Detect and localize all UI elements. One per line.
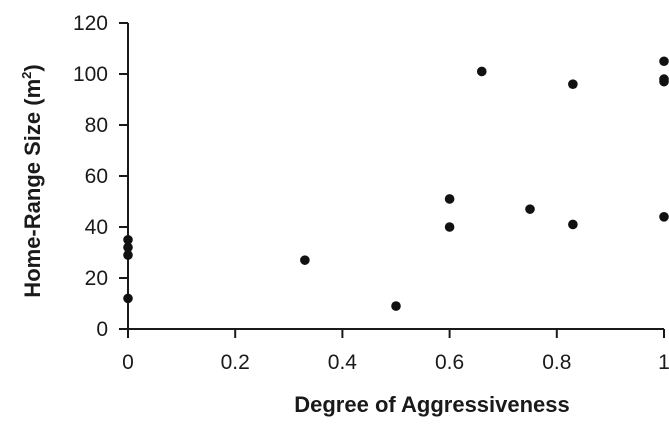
x-tick-label: 0.8 [542, 351, 571, 374]
y-axis-title-superscript: 2 [19, 72, 34, 79]
y-tick-label: 60 [85, 165, 108, 188]
x-axis-title: Degree of Aggressiveness [294, 392, 570, 417]
y-tick-label: 100 [73, 63, 108, 86]
scatter-point [445, 194, 455, 204]
y-axis-title-close: ) [20, 64, 45, 71]
scatter-point [445, 222, 455, 232]
x-tick-label: 0 [122, 351, 134, 374]
y-axis-title-main: Home-Range Size (m [20, 79, 45, 298]
y-axis-title: Home-Range Size (m2) [19, 64, 45, 297]
y-tick-label: 20 [85, 267, 108, 290]
scatter-point [659, 212, 669, 222]
x-tick-label: 0.2 [221, 351, 250, 374]
y-tick-label: 120 [73, 12, 108, 35]
x-tick-label: 1 [658, 351, 669, 374]
scatter-point [659, 74, 669, 84]
scatter-point [568, 79, 578, 89]
scatter-point [123, 235, 133, 245]
scatter-point [568, 220, 578, 230]
x-tick-label: 0.6 [435, 351, 464, 374]
scatter-point [525, 204, 535, 214]
y-axis-ticks: 0 20 40 60 80 100 120 [73, 12, 128, 341]
x-axis-ticks: 0 0.2 0.4 0.6 0.8 1 [122, 329, 669, 374]
y-tick-label: 80 [85, 114, 108, 137]
scatter-point [123, 294, 133, 304]
scatter-point [391, 301, 401, 311]
scatter-point [659, 56, 669, 66]
data-points [123, 56, 669, 310]
scatter-point [477, 67, 487, 77]
scatter-point [300, 255, 310, 265]
x-tick-label: 0.4 [328, 351, 358, 374]
y-tick-label: 40 [85, 216, 108, 239]
y-tick-label: 0 [96, 318, 108, 341]
